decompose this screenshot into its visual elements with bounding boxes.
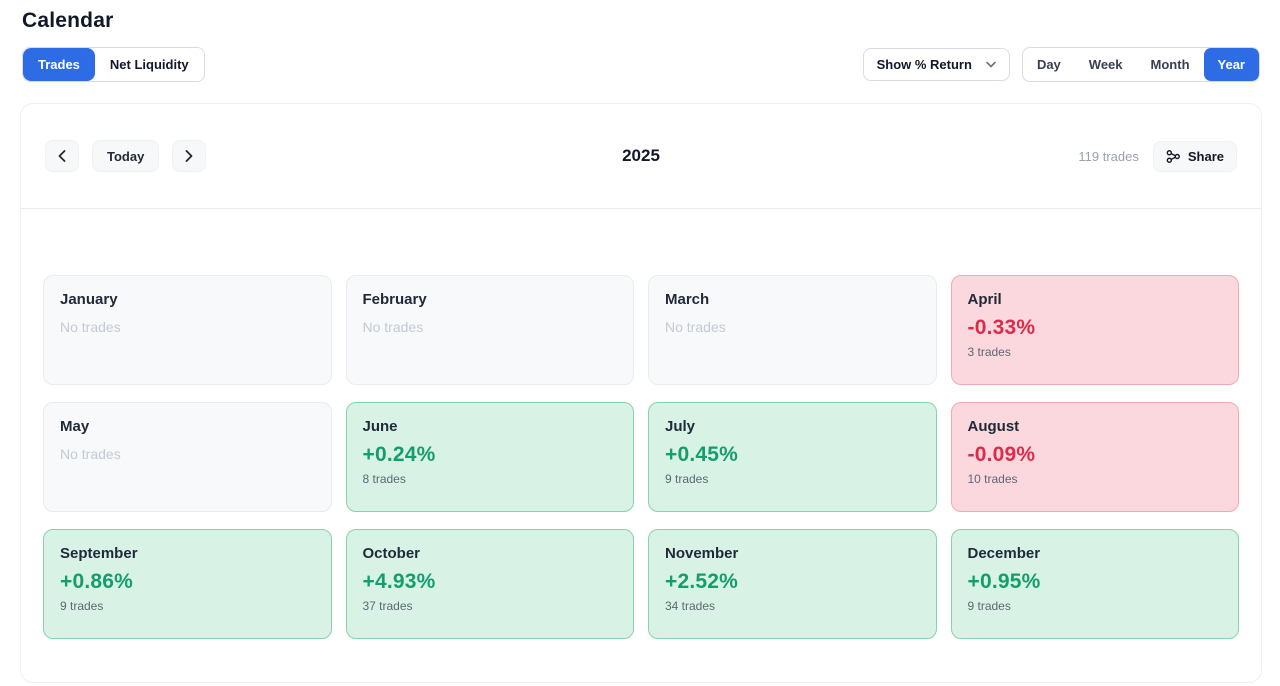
month-name: September xyxy=(60,545,138,562)
share-button-label: Share xyxy=(1187,148,1224,164)
page-title: Calendar xyxy=(22,9,114,32)
month-name: April xyxy=(967,291,1002,308)
toolbar-right: Show % Return Day Week Month Year xyxy=(862,47,1260,82)
trades-count: 119 trades xyxy=(1078,148,1139,164)
month-return: +2.52% xyxy=(665,570,739,593)
month-name: March xyxy=(665,291,710,308)
month-card-march[interactable]: March No trades xyxy=(648,275,937,385)
month-card-july[interactable]: July +0.45% 9 trades xyxy=(648,402,937,512)
month-return: +0.95% xyxy=(967,570,1041,593)
header-right: 119 trades Share xyxy=(1078,140,1237,172)
month-trades-count: 9 trades xyxy=(967,599,1011,613)
range-tabs: Day Week Month Year xyxy=(1021,47,1260,82)
range-tab-month[interactable]: Month xyxy=(1137,48,1204,81)
chevron-down-icon xyxy=(986,61,996,68)
month-trades-count: 37 trades xyxy=(362,599,413,613)
chevron-right-icon xyxy=(185,150,193,162)
no-trades-label: No trades xyxy=(60,319,121,335)
calendar-header: Today 2025 119 trades Share xyxy=(21,104,1261,209)
month-name: February xyxy=(362,291,427,308)
range-tab-week[interactable]: Week xyxy=(1075,48,1137,81)
month-card-january[interactable]: January No trades xyxy=(43,275,332,385)
month-return: -0.09% xyxy=(967,443,1036,466)
month-return: +4.93% xyxy=(362,570,436,593)
month-trades-count: 8 trades xyxy=(362,472,406,486)
month-trades-count: 9 trades xyxy=(665,472,709,486)
month-name: November xyxy=(665,545,739,562)
month-trades-count: 10 trades xyxy=(967,472,1018,486)
calendar-panel: Today 2025 119 trades Share xyxy=(20,103,1262,683)
month-card-october[interactable]: October +4.93% 37 trades xyxy=(345,529,634,639)
month-name: July xyxy=(665,418,696,435)
toolbar: Trades Net Liquidity Show % Return Day W… xyxy=(22,47,1260,82)
month-card-december[interactable]: December +0.95% 9 trades xyxy=(950,529,1239,639)
no-trades-label: No trades xyxy=(362,319,424,335)
period-title: 2025 xyxy=(622,146,660,165)
month-name: January xyxy=(60,291,118,308)
tab-trades[interactable]: Trades xyxy=(23,48,95,81)
month-name: August xyxy=(967,418,1020,435)
range-tab-day[interactable]: Day xyxy=(1023,48,1075,81)
month-name: December xyxy=(967,545,1041,562)
display-mode-select[interactable]: Show % Return xyxy=(862,48,1010,81)
month-name: May xyxy=(60,418,90,435)
month-return: -0.33% xyxy=(967,316,1036,339)
month-card-may[interactable]: May No trades xyxy=(43,402,332,512)
month-return: +0.24% xyxy=(362,443,436,466)
chevron-left-icon xyxy=(58,150,66,162)
prev-period-button[interactable] xyxy=(45,140,79,172)
month-return: +0.45% xyxy=(665,443,739,466)
month-card-september[interactable]: September +0.86% 9 trades xyxy=(43,529,332,639)
month-card-june[interactable]: June +0.24% 8 trades xyxy=(345,402,634,512)
month-trades-count: 34 trades xyxy=(665,599,716,613)
next-period-button[interactable] xyxy=(172,140,207,172)
month-name: June xyxy=(362,418,398,435)
months-grid: January No trades February No trades Mar… xyxy=(21,209,1261,639)
view-toggle-group: Trades Net Liquidity xyxy=(22,47,205,82)
no-trades-label: No trades xyxy=(665,319,726,335)
month-return: +0.86% xyxy=(60,570,134,593)
calendar-nav: Today xyxy=(45,140,207,172)
range-tab-year[interactable]: Year xyxy=(1203,48,1259,81)
month-name: October xyxy=(362,545,421,562)
month-trades-count: 9 trades xyxy=(60,599,104,613)
month-trades-count: 3 trades xyxy=(967,345,1011,359)
month-card-august[interactable]: August -0.09% 10 trades xyxy=(950,402,1239,512)
month-card-february[interactable]: February No trades xyxy=(345,275,634,385)
share-nodes-icon xyxy=(1166,149,1181,164)
no-trades-label: No trades xyxy=(60,446,121,462)
display-mode-value: Show % Return xyxy=(876,57,972,72)
tab-net-liquidity[interactable]: Net Liquidity xyxy=(94,48,204,81)
share-button[interactable]: Share xyxy=(1152,140,1237,172)
today-button[interactable]: Today xyxy=(92,140,160,172)
month-card-november[interactable]: November +2.52% 34 trades xyxy=(648,529,937,639)
month-card-april[interactable]: April -0.33% 3 trades xyxy=(950,275,1239,385)
